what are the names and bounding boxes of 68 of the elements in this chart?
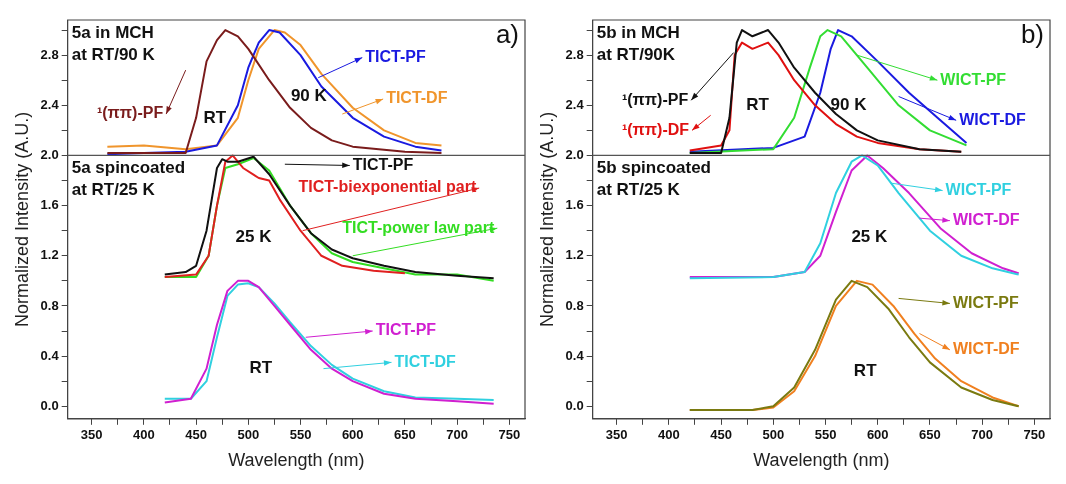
y-tick-label: 1.6 (40, 197, 59, 213)
legend-label: TICT-PF (365, 48, 426, 66)
x-tick-label: 350 (605, 427, 628, 443)
legend-label: TICT-PF (375, 321, 437, 339)
x-tick-label: 700 (446, 427, 468, 443)
annotation: 5b in MCH at RT/90K (596, 23, 680, 65)
legend-label: WICT-PF (952, 293, 1019, 311)
legend-label: WICT-DF (959, 110, 1027, 128)
y-tick-label: 0.8 (565, 297, 584, 313)
x-axis-title: Wavelength (nm) (753, 450, 890, 471)
x-tick-label: 550 (289, 427, 312, 443)
y-tick-label: 0.4 (565, 347, 585, 363)
annotation: RT (746, 94, 770, 114)
annotation: 90 K (830, 94, 868, 114)
x-tick-label: 750 (498, 427, 521, 443)
annotation: RT (249, 358, 273, 378)
legend-label: WICT-DF (952, 211, 1020, 229)
x-tick-label: 400 (658, 427, 680, 443)
series-label: ¹(ππ)-PF (96, 104, 164, 122)
y-tick-label: 0.8 (40, 297, 59, 313)
x-tick-label: 450 (710, 427, 732, 443)
series-label: TICT-biexponential part (298, 178, 477, 196)
y-tick-label: 1.2 (40, 247, 59, 263)
legend-label: WICT-PF (940, 70, 1007, 88)
annotation: 5a spincoated at RT/25 K (71, 157, 186, 199)
y-tick-label: 2.8 (40, 46, 59, 62)
x-tick-label: 450 (185, 427, 207, 443)
x-tick-label: 600 (866, 427, 889, 443)
x-tick-label: 600 (341, 427, 364, 443)
y-tick-label: 2.0 (40, 147, 59, 163)
x-tick-label: 550 (814, 427, 837, 443)
y-tick-label: 0.0 (40, 397, 59, 413)
annotation: a) (495, 19, 519, 50)
series-label: TICT-power law part (342, 218, 495, 236)
y-axis-title: Normalized Intensity (A.U.) (11, 111, 32, 327)
annotation: RT (853, 360, 878, 380)
x-tick-label: 650 (394, 427, 416, 443)
x-axis-title: Wavelength (nm) (228, 450, 365, 471)
y-tick-label: 2.4 (565, 96, 585, 112)
x-tick-label: 750 (1023, 427, 1046, 443)
annotation: 90 K (290, 86, 328, 106)
legend-label: WICT-DF (952, 340, 1020, 358)
legend-label: WICT-PF (945, 180, 1012, 198)
text: ¹(ππ)-PF (621, 90, 689, 108)
annotation: 25 K (235, 226, 273, 246)
x-tick-label: 350 (80, 427, 103, 443)
y-tick-label: 2.8 (565, 46, 584, 62)
y-tick-label: 0.4 (40, 347, 60, 363)
x-tick-label: 700 (971, 427, 993, 443)
legend-label: TICT-DF (394, 352, 457, 370)
y-tick-label: 0.0 (565, 397, 584, 413)
annotation: 5b spincoated at RT/25 K (596, 157, 711, 199)
series-label: ¹(ππ)-DF (621, 120, 690, 138)
annotation: RT (203, 107, 227, 127)
x-tick-label: 500 (237, 427, 260, 443)
y-axis-title: Normalized Intensity (A.U.) (536, 111, 557, 327)
x-tick-label: 650 (919, 427, 941, 443)
y-tick-label: 1.2 (565, 247, 584, 263)
annotation: b) (1020, 19, 1044, 50)
x-tick-label: 400 (133, 427, 155, 443)
x-tick-label: 500 (762, 427, 785, 443)
y-tick-label: 2.4 (40, 96, 60, 112)
annotation: 5a in MCH at RT/90 K (71, 23, 156, 65)
y-tick-label: 1.6 (565, 197, 584, 213)
legend-label: TICT-PF (352, 155, 414, 173)
y-tick-label: 2.0 (565, 147, 584, 163)
annotation: 25 K (851, 226, 889, 246)
legend-label: TICT-DF (386, 89, 448, 107)
